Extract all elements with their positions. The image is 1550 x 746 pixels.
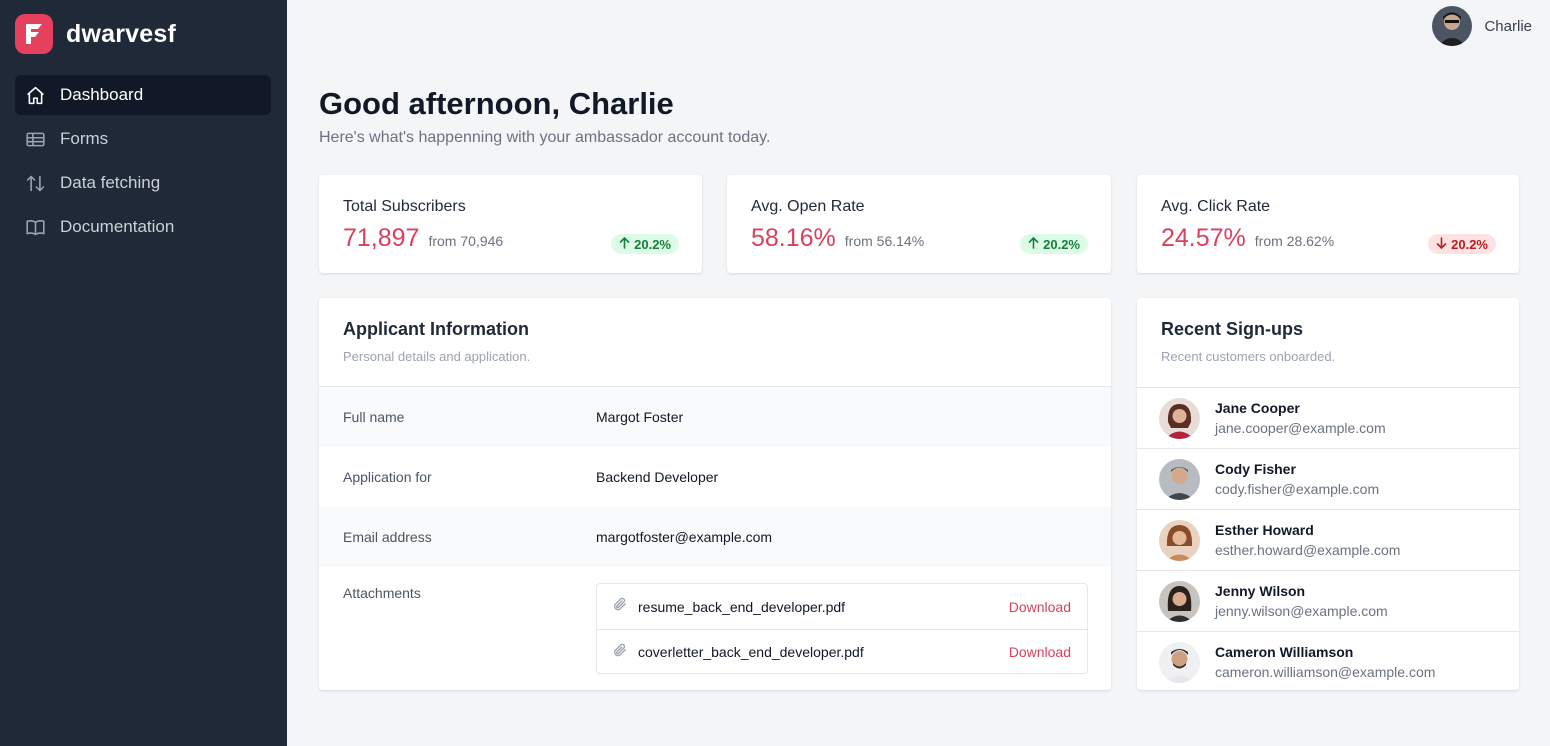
avatar: [1159, 642, 1200, 683]
recent-signups-card: Recent Sign-ups Recent customers onboard…: [1137, 298, 1519, 690]
row-value: Backend Developer: [596, 469, 719, 485]
stat-value: 58.16%: [751, 224, 836, 252]
sidebar-item-data-fetching[interactable]: Data fetching: [15, 163, 271, 203]
arrow-up-icon: [1028, 236, 1039, 252]
list-item[interactable]: Cameron Williamson cameron.williamson@ex…: [1137, 631, 1519, 692]
stat-title: Avg. Click Rate: [1161, 198, 1271, 215]
signup-name: Cody Fisher: [1215, 461, 1296, 477]
row-label: Full name: [343, 409, 405, 425]
attachment-item: coverletter_back_end_developer.pdf Downl…: [597, 629, 1087, 674]
stat-value-group: 58.16% from 56.14%: [751, 224, 924, 253]
change-badge: 20.2%: [1020, 234, 1088, 254]
signup-email: jane.cooper@example.com: [1215, 420, 1386, 436]
change-badge: 20.2%: [1428, 234, 1496, 254]
card-subtitle: Recent customers onboarded.: [1161, 349, 1336, 364]
change-value: 20.2%: [1043, 236, 1080, 252]
sidebar-nav: Dashboard Forms Data fetching: [15, 75, 271, 251]
signup-email: jenny.wilson@example.com: [1215, 603, 1388, 619]
signup-email: esther.howard@example.com: [1215, 542, 1401, 558]
info-row-attachments: Attachments: [319, 567, 1111, 687]
avatar[interactable]: [1432, 6, 1473, 46]
signup-name: Jenny Wilson: [1215, 583, 1306, 599]
stat-from: from 56.14%: [844, 233, 925, 249]
row-value: margotfoster@example.com: [596, 529, 773, 545]
row-label: Email address: [343, 529, 432, 545]
divider: [319, 386, 1111, 387]
stat-value: 24.57%: [1161, 224, 1246, 252]
row-value: Margot Foster: [596, 409, 684, 425]
avatar: [1159, 459, 1200, 500]
sidebar-item-label: Data fetching: [60, 173, 161, 192]
arrow-down-icon: [1436, 236, 1447, 252]
arrow-up-icon: [619, 236, 630, 252]
sidebar-item-documentation[interactable]: Documentation: [15, 207, 271, 247]
signup-name: Cameron Williamson: [1215, 644, 1354, 660]
arrows-up-down-icon: [24, 172, 46, 194]
info-row-full-name: Full name Margot Foster: [319, 387, 1111, 447]
brand-name: dwarvesf: [66, 19, 176, 48]
attachments-list: resume_back_end_developer.pdf Download c…: [596, 583, 1088, 674]
signup-email: cameron.williamson@example.com: [1215, 664, 1436, 680]
attachment-name: resume_back_end_developer.pdf: [638, 598, 846, 615]
sidebar: dwarvesf Dashboard Forms: [0, 0, 287, 746]
stat-card-open-rate: Avg. Open Rate 58.16% from 56.14% 20.2%: [727, 175, 1111, 273]
stat-card-total-subscribers: Total Subscribers 71,897 from 70,946 20.2…: [319, 175, 702, 273]
row-label: Application for: [343, 469, 432, 485]
change-value: 20.2%: [634, 236, 671, 252]
sidebar-item-label: Documentation: [60, 217, 175, 236]
sidebar-item-forms[interactable]: Forms: [15, 119, 271, 159]
dwarvesf-logo-icon: [15, 14, 53, 54]
signup-name: Jane Cooper: [1215, 400, 1300, 416]
change-badge: 20.2%: [611, 234, 679, 254]
paperclip-icon: [612, 596, 628, 617]
attachment-name: coverletter_back_end_developer.pdf: [638, 644, 864, 660]
sidebar-item-label: Dashboard: [60, 85, 144, 104]
card-title: Applicant Information: [343, 319, 529, 339]
signup-email: cody.fisher@example.com: [1215, 481, 1380, 497]
card-title: Recent Sign-ups: [1161, 319, 1304, 339]
stat-value-group: 24.57% from 28.62%: [1161, 224, 1334, 253]
signup-name: Esther Howard: [1215, 522, 1314, 538]
brand[interactable]: dwarvesf: [15, 14, 176, 54]
stat-from: from 28.62%: [1254, 233, 1335, 249]
list-item[interactable]: Esther Howard esther.howard@example.com: [1137, 509, 1519, 570]
stat-title: Total Subscribers: [343, 198, 466, 215]
card-subtitle: Personal details and application.: [343, 349, 531, 364]
change-value: 20.2%: [1451, 236, 1488, 252]
download-link[interactable]: Download: [1008, 644, 1071, 660]
applicant-card: Applicant Information Personal details a…: [319, 298, 1111, 690]
paperclip-icon: [612, 642, 628, 663]
sidebar-item-dashboard[interactable]: Dashboard: [15, 75, 271, 115]
stat-value: 71,897: [343, 224, 420, 252]
stat-from: from 70,946: [428, 233, 504, 249]
list-item[interactable]: Jenny Wilson jenny.wilson@example.com: [1137, 570, 1519, 631]
avatar: [1159, 520, 1200, 561]
list-item[interactable]: Jane Cooper jane.cooper@example.com: [1137, 387, 1519, 448]
avatar: [1159, 398, 1200, 439]
info-row-application-for: Application for Backend Developer: [319, 447, 1111, 507]
info-row-email: Email address margotfoster@example.com: [319, 507, 1111, 567]
book-open-icon: [24, 216, 46, 238]
download-link[interactable]: Download: [1008, 598, 1071, 615]
stat-card-click-rate: Avg. Click Rate 24.57% from 28.62% 20.2%: [1137, 175, 1519, 273]
row-label: Attachments: [343, 585, 421, 601]
user-menu[interactable]: Charlie: [1432, 6, 1532, 46]
stat-title: Avg. Open Rate: [751, 198, 865, 215]
table-icon: [24, 128, 46, 150]
home-icon: [24, 84, 46, 106]
sidebar-item-label: Forms: [60, 129, 109, 148]
page-title: Good afternoon, Charlie: [319, 86, 674, 121]
page-subtitle: Here's what's happenning with your ambas…: [319, 129, 771, 146]
user-name: Charlie: [1484, 17, 1532, 35]
attachment-item: resume_back_end_developer.pdf Download: [597, 584, 1087, 629]
avatar: [1159, 581, 1200, 622]
stat-value-group: 71,897 from 70,946: [343, 224, 503, 253]
list-item[interactable]: Cody Fisher cody.fisher@example.com: [1137, 448, 1519, 509]
